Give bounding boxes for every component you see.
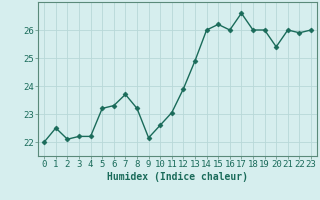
X-axis label: Humidex (Indice chaleur): Humidex (Indice chaleur) [107, 172, 248, 182]
